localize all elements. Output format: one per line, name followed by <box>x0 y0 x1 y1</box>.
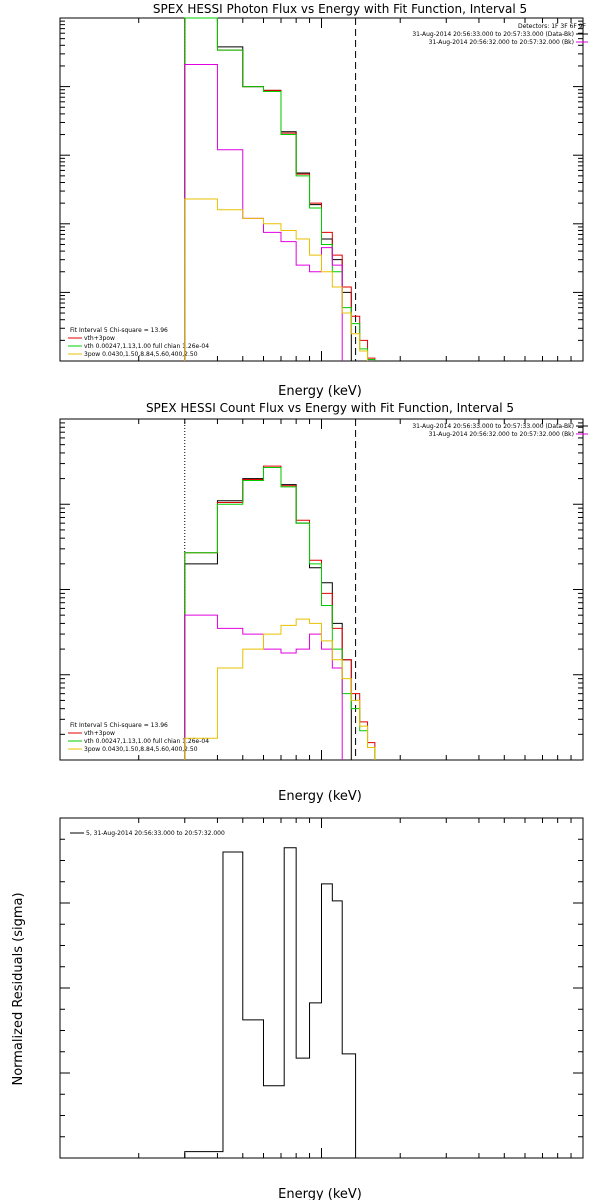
series-line-4 <box>184 198 369 361</box>
legend-top-right-0: Detectors: 1F 3F 6F 9F <box>518 23 587 30</box>
y-axis-label: Normalized Residuals (sigma) <box>11 892 26 1085</box>
series-line-3 <box>184 614 343 760</box>
series-line-1 <box>184 17 376 361</box>
legend-top-right-1: 31-Aug-2014 20:56:32.000 to 20:57:32.000… <box>429 431 574 438</box>
x-axis-label: Energy (keV) <box>278 1187 362 1200</box>
legend-top-right-1: 31-Aug-2014 20:56:33.000 to 20:57:33.000… <box>412 31 574 38</box>
legend-bottom-left-3: 3pow 0.0430,1.50,8.84,5.60,400,2.50 <box>84 746 198 753</box>
legend-bottom-left-0: Fit Interval 5 Chi-square = 13.96 <box>70 327 168 334</box>
series-line-2 <box>184 17 376 361</box>
legend-top-right-2: 31-Aug-2014 20:56:32.000 to 20:57:32.000… <box>429 39 574 46</box>
series-line-2 <box>184 466 376 760</box>
series-line-3 <box>184 63 343 361</box>
series-line-0 <box>184 17 352 361</box>
panel-title: SPEX HESSI Count Flux vs Energy with Fit… <box>146 401 514 415</box>
photon-flux-panel: SPEX HESSI Photon Flux vs Energy with Fi… <box>59 2 588 399</box>
legend-bottom-left-0: Fit Interval 5 Chi-square = 13.96 <box>70 722 168 729</box>
series-line-0 <box>184 847 357 1158</box>
legend-bottom-left-1: vth+3pow <box>84 730 115 737</box>
legend-bottom-left-2: vth 0.00247,1.13,1.00 full chian 1.26e-0… <box>84 738 209 745</box>
panel-title: SPEX HESSI Photon Flux vs Energy with Fi… <box>153 2 527 16</box>
legend-bottom-left-2: vth 0.00247,1.13,1.00 full chian 1.26e-0… <box>84 343 209 350</box>
x-axis-label: Energy (keV) <box>278 384 362 399</box>
residuals-panel: Energy (keV) Normalized Residuals (sigma… <box>11 817 584 1200</box>
plot-frame <box>59 17 584 362</box>
legend-top-left-0: 5, 31-Aug-2014 20:56:33.000 to 20:57:32.… <box>86 830 225 837</box>
count-flux-panel: SPEX HESSI Count Flux vs Energy with Fit… <box>59 401 588 804</box>
series-line-0 <box>184 466 352 760</box>
series-line-4 <box>184 618 376 760</box>
legend-bottom-left-3: 3pow 0.0430,1.50,8.84,5.60,400,2.50 <box>84 351 198 358</box>
legend-top-right-0: 31-Aug-2014 20:56:33.000 to 20:57:33.000… <box>412 423 574 430</box>
series-line-1 <box>184 465 376 760</box>
x-axis-label: Energy (keV) <box>278 789 362 804</box>
legend-bottom-left-1: vth+3pow <box>84 335 115 342</box>
